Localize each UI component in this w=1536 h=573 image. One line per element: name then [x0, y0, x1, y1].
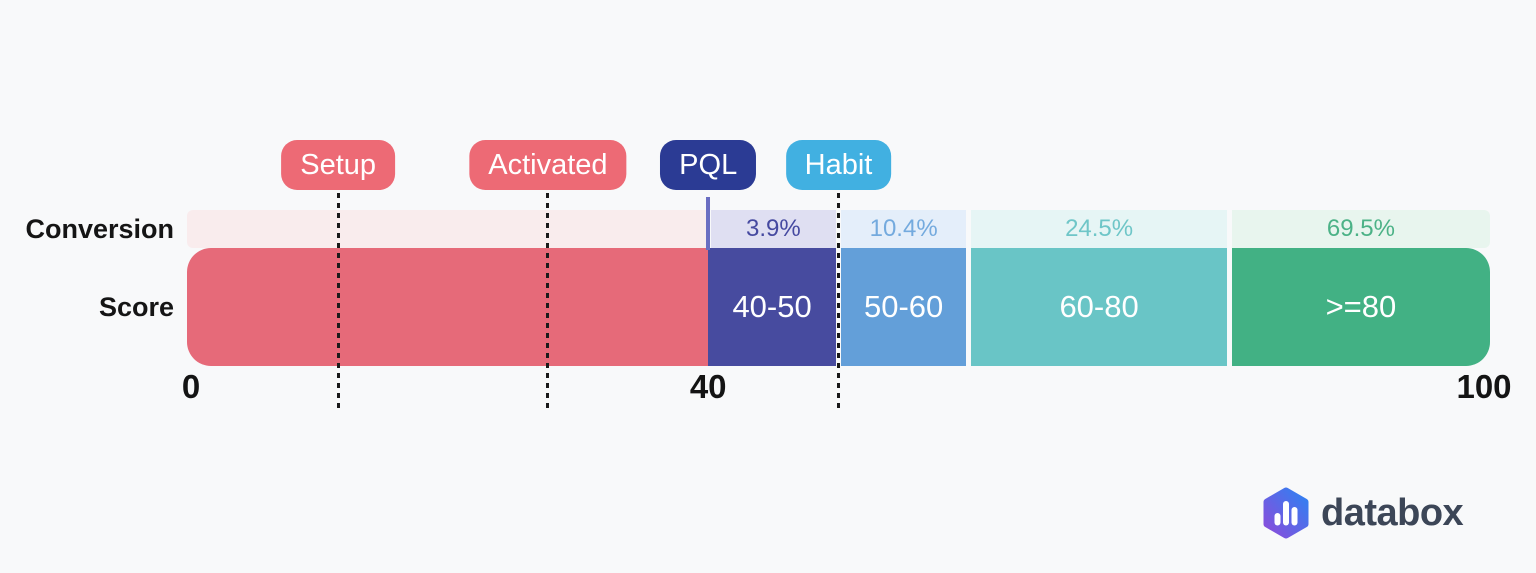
axis-tick-0: 0 [181, 368, 201, 405]
setup-stage-pill: Setup [281, 140, 396, 190]
habit-stage-pill: Habit [785, 140, 892, 190]
pql-stage-pill: PQL [660, 140, 757, 190]
score-range-label: >=80 [1325, 289, 1397, 324]
score-row-label: Score [98, 292, 174, 322]
conversion-value: 69.5% [1326, 215, 1395, 242]
conversion-band-segment: 69.5% [1231, 210, 1490, 248]
conversion-band-segment: 24.5% [971, 210, 1227, 248]
axis-tick-40: 40 [689, 368, 727, 405]
pql-threshold-line [706, 197, 711, 250]
stage-pill-label: Habit [804, 148, 873, 181]
activated-threshold-line [546, 193, 550, 410]
stage-pill-label: Activated [488, 148, 608, 181]
conversion-value: 24.5% [1065, 215, 1134, 242]
score-range-label: 60-80 [1059, 289, 1139, 324]
conversion-band-segment [187, 210, 706, 248]
score-range-label: 50-60 [864, 289, 944, 324]
habit-threshold-line [837, 193, 840, 410]
databox-wordmark: databox [1321, 492, 1464, 534]
score-bar-segment: 60-80 [971, 248, 1227, 366]
activated-stage-pill: Activated [469, 140, 627, 190]
stage-pill-label: PQL [679, 148, 738, 181]
axis-tick-100: 100 [1456, 368, 1512, 405]
score-bar-segment [187, 248, 709, 366]
conversion-value: 10.4% [869, 215, 938, 242]
conversion-row-label: Conversion [25, 214, 174, 244]
conversion-value: 3.9% [745, 215, 801, 242]
databox-logo: databox [1262, 487, 1464, 539]
score-bar-segment: 50-60 [841, 248, 967, 366]
stage-pill-label: Setup [300, 148, 377, 181]
score-range-label: 40-50 [732, 289, 812, 324]
score-bar-segment: >=80 [1231, 248, 1490, 366]
databox-hexagon-icon [1262, 487, 1310, 539]
setup-threshold-line [336, 193, 340, 410]
conversion-band-segment: 10.4% [841, 210, 967, 248]
score-bar-segment: 40-50 [708, 248, 836, 366]
conversion-band-segment: 3.9% [710, 210, 836, 248]
